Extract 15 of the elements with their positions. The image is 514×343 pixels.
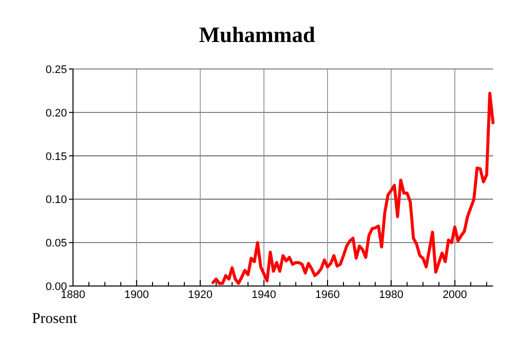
line-series [212,92,494,285]
x-tick-label: 1980 [378,289,404,301]
x-tick-label: 2000 [442,289,468,301]
chart-title: Muhammad [198,22,316,47]
x-tick-label: 1900 [124,289,149,301]
y-tick-label: 0.15 [46,150,67,163]
x-tick-label: 1920 [188,289,213,301]
y-axis-title: Prosent [32,311,78,327]
y-tick-label: 0.20 [46,107,67,120]
x-tick-label: 1940 [252,289,276,301]
x-tick-label: 1880 [60,289,86,301]
y-tick-label: 0.25 [46,64,67,76]
x-tick-label: 1960 [315,289,340,301]
y-tick-label: 0.05 [46,238,67,250]
y-tick-label: 0.10 [46,194,67,206]
